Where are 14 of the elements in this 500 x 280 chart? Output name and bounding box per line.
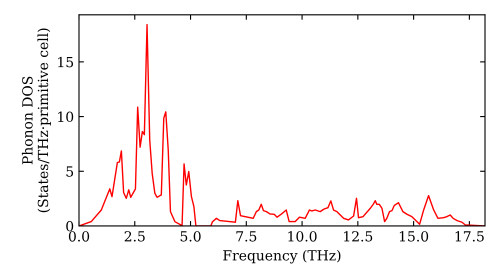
y-tick-label: 0 bbox=[66, 220, 74, 232]
x-tick-label: 17.5 bbox=[456, 231, 484, 242]
x-tick-label: 10.0 bbox=[288, 231, 317, 242]
y-axis-title: Phonon DOS (States/THz·primitive cell) bbox=[22, 28, 51, 212]
x-tick-label: 5.0 bbox=[180, 231, 201, 242]
y-tick-label: 15 bbox=[58, 56, 74, 68]
x-tick-label: 7.5 bbox=[236, 231, 256, 242]
x-tick-label: 0.0 bbox=[68, 231, 90, 242]
x-tick-label: 15.0 bbox=[400, 231, 428, 242]
x-tick-label: 12.5 bbox=[344, 231, 372, 242]
y-tick-label: 10 bbox=[58, 112, 74, 122]
y-tick-label: 5 bbox=[66, 166, 74, 177]
x-tick-label: 2.5 bbox=[124, 231, 145, 242]
x-axis-title: Frequency (THz) bbox=[223, 250, 340, 264]
